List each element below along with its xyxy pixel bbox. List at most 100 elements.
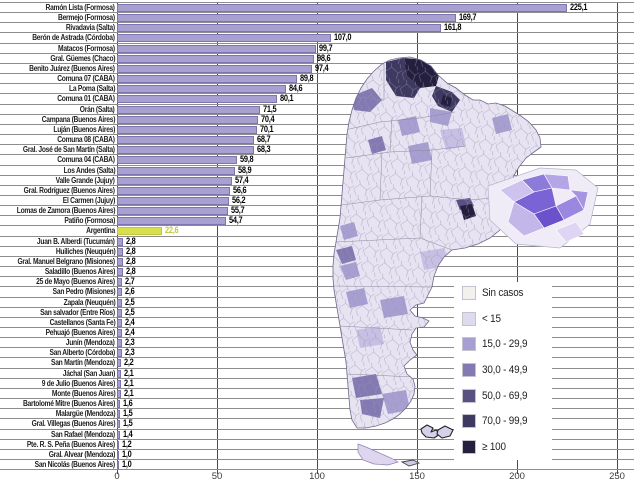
row-label: Gral. Alvear (Mendoza) bbox=[48, 448, 116, 459]
bar bbox=[117, 85, 287, 94]
bar-value: 2,2 bbox=[124, 357, 134, 368]
bar-value: 2,1 bbox=[124, 367, 134, 378]
bar bbox=[117, 14, 457, 23]
legend-swatch bbox=[462, 286, 476, 300]
bar bbox=[117, 288, 123, 297]
bar-row: San Rafael (Mendoza) 1,4 bbox=[0, 429, 634, 440]
bar-row: Patiño (Formosa) 54,7 bbox=[0, 216, 634, 227]
x-gridline bbox=[317, 2, 318, 474]
bar bbox=[117, 115, 258, 124]
bar bbox=[117, 217, 227, 226]
bar bbox=[117, 237, 123, 246]
row-label: Comuna 07 (CABA) bbox=[57, 73, 116, 84]
row-label: Comuna 01 (CABA) bbox=[57, 93, 116, 104]
legend-label: 15,0 - 29,9 bbox=[482, 338, 528, 351]
bar-row: Lomas de Zamora (Buenos Aires) 55,7 bbox=[0, 205, 634, 217]
row-label: Gral. Rodríguez (Buenos Aires) bbox=[23, 184, 115, 195]
bar bbox=[117, 4, 568, 12]
row-label: Gral. Güemes (Chaco) bbox=[50, 52, 115, 63]
bar-value: 68,3 bbox=[256, 144, 271, 155]
map-legend: Sin casos < 15 15,0 - 29,9 30,0 - 49,9 50,0 … bbox=[454, 282, 552, 460]
bar-value: 56,6 bbox=[233, 184, 247, 195]
bar-row: Benito Juárez (Buenos Aires) 97,4 bbox=[0, 62, 634, 75]
legend-swatch bbox=[462, 414, 476, 429]
bar-value: 1,2 bbox=[122, 438, 132, 449]
bar-row: 25 de Mayo (Buenos Aires) 2,7 bbox=[0, 277, 634, 288]
bar-value: 2,1 bbox=[124, 377, 134, 388]
row-label: Rivadavia (Salta) bbox=[65, 22, 115, 33]
bar-value: 2,4 bbox=[124, 316, 135, 327]
bar-value: 2,3 bbox=[124, 337, 135, 348]
bar-value: 161,8 bbox=[443, 22, 461, 33]
bar-row: 9 de Julio (Buenos Aires) 2,1 bbox=[0, 377, 634, 389]
bar-value: 2,8 bbox=[125, 245, 136, 256]
bar bbox=[117, 349, 122, 358]
bar bbox=[117, 105, 260, 114]
legend-label: Sin casos bbox=[482, 287, 524, 299]
bar-row: Monte (Buenos Aires) 2,1 bbox=[0, 387, 634, 400]
argentina-highlight-bar bbox=[117, 227, 163, 236]
bar-value: 2,5 bbox=[125, 306, 135, 317]
bar-value: 2,5 bbox=[125, 296, 135, 307]
bar-row: Bermejo (Formosa) 169,7 bbox=[0, 12, 634, 24]
legend-item: 50,0 - 69,9 bbox=[462, 388, 552, 403]
bar-row: Comuna 01 (CABA) 80,1 bbox=[0, 93, 634, 105]
bar bbox=[117, 24, 441, 33]
bar bbox=[117, 196, 230, 205]
bar-row: Gral. Villegas (Buenos Aires) 1,5 bbox=[0, 418, 634, 430]
row-label: Ramón Lista (Formosa) bbox=[45, 2, 115, 12]
bar-value: 97,4 bbox=[314, 62, 329, 73]
legend-swatch bbox=[462, 439, 476, 454]
bar bbox=[117, 257, 123, 266]
row-label: El Carmen (Jujuy) bbox=[62, 194, 116, 205]
row-label: Monte (Buenos Aires) bbox=[51, 387, 115, 398]
x-axis-tick-label: 200 bbox=[509, 471, 525, 482]
row-label: Gral. Villegas (Buenos Aires) bbox=[31, 418, 115, 429]
bar bbox=[117, 247, 123, 256]
bar bbox=[117, 136, 255, 145]
row-label: 9 de Julio (Buenos Aires) bbox=[41, 377, 116, 388]
x-gridline bbox=[617, 2, 618, 474]
legend-item: ≥ 100 bbox=[462, 439, 552, 454]
bar-row: La Poma (Salta) 84,6 bbox=[0, 84, 634, 95]
legend-swatch bbox=[462, 362, 476, 377]
x-axis-tick-label: 0 bbox=[114, 471, 120, 482]
bar-row: San Nicolás (Buenos Aires) 1,0 bbox=[0, 459, 634, 471]
bar bbox=[117, 64, 312, 73]
bar-row: Orán (Salta) 71,5 bbox=[0, 104, 634, 115]
legend-label: ≥ 100 bbox=[482, 440, 506, 453]
bar-value: 1,0 bbox=[122, 448, 132, 459]
bar-row: San Alberto (Córdoba) 2,3 bbox=[0, 347, 634, 359]
bar bbox=[117, 298, 122, 307]
row-label: San Alberto (Córdoba) bbox=[49, 347, 115, 358]
bar-value: 169,7 bbox=[459, 12, 477, 23]
bar bbox=[117, 95, 278, 104]
bar bbox=[117, 430, 120, 439]
row-label: Gral. Manuel Belgrano (Misiones) bbox=[17, 255, 116, 266]
bar-value: 70,4 bbox=[260, 113, 275, 124]
legend-swatch bbox=[462, 311, 476, 326]
bar-row: Luján (Buenos Aires) 70,1 bbox=[0, 123, 634, 136]
row-label: Lomas de Zamora (Buenos Aires) bbox=[16, 205, 116, 216]
row-label: Los Andes (Salta) bbox=[63, 164, 115, 175]
legend-label: 70,0 - 99,9 bbox=[482, 415, 528, 428]
bar bbox=[117, 379, 122, 388]
bar bbox=[117, 44, 317, 53]
row-label: Jáchal (San Juan) bbox=[62, 367, 116, 378]
bar bbox=[117, 308, 122, 317]
row-label: Comuna 04 (CABA) bbox=[57, 154, 116, 165]
row-label: Comuna 08 (CABA) bbox=[57, 134, 116, 145]
bar-value: 70,1 bbox=[260, 123, 274, 134]
x-axis-tick-label: 50 bbox=[211, 471, 223, 482]
row-label: Matacos (Formosa) bbox=[58, 42, 115, 53]
bar-chart: Ramón Lista (Formosa) 225,1 Bermejo (Formo… bbox=[0, 2, 634, 471]
bar-row: Gral. Manuel Belgrano (Misiones) 2,8 bbox=[0, 255, 634, 268]
bar bbox=[117, 125, 258, 134]
bar-value: 68,7 bbox=[257, 134, 271, 145]
bar-row: Huiliches (Neuquén) 2,8 bbox=[0, 245, 634, 257]
bar-row: Castellanos (Santa Fe) 2,4 bbox=[0, 316, 634, 328]
row-label: San Nicolás (Buenos Aires) bbox=[34, 459, 115, 470]
legend-item: 15,0 - 29,9 bbox=[462, 337, 552, 352]
legend-swatch bbox=[462, 388, 476, 403]
